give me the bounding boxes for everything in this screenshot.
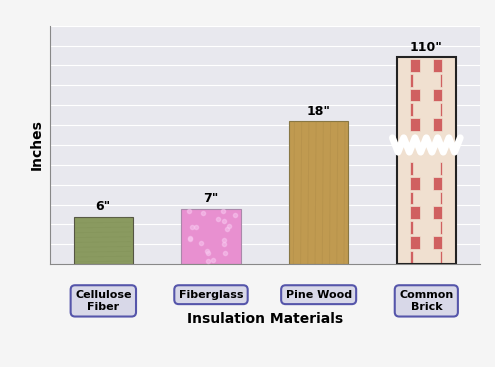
Text: 18": 18" (307, 105, 331, 118)
Bar (433, 177, 443, 190)
Bar (440, 251, 443, 263)
Text: 6": 6" (96, 200, 111, 213)
Text: Insulation Materials: Insulation Materials (187, 312, 343, 326)
Bar (74, 217, 133, 264)
Bar (433, 89, 443, 101)
Bar (410, 103, 413, 116)
Bar (181, 208, 241, 264)
Bar (433, 118, 443, 131)
Bar (440, 103, 443, 116)
Bar (440, 192, 443, 204)
Bar (440, 74, 443, 87)
Bar (410, 74, 413, 87)
Bar (410, 89, 420, 101)
Bar (440, 221, 443, 234)
Text: Common
Brick: Common Brick (399, 290, 453, 312)
Bar (433, 236, 443, 248)
Text: Cellulose
Fiber: Cellulose Fiber (75, 290, 132, 312)
Bar (410, 162, 413, 175)
Bar (410, 221, 413, 234)
Bar (410, 192, 413, 204)
Bar (433, 206, 443, 219)
Bar (396, 58, 456, 264)
Bar (410, 59, 420, 72)
Bar (410, 177, 420, 190)
Text: 110": 110" (410, 41, 443, 54)
Bar (410, 206, 420, 219)
Bar (440, 162, 443, 175)
Bar (410, 236, 420, 248)
Bar (410, 251, 413, 263)
Bar (433, 59, 443, 72)
Bar (396, 58, 456, 264)
Text: Fiberglass: Fiberglass (179, 290, 243, 300)
Y-axis label: Inches: Inches (30, 120, 44, 170)
Bar (410, 118, 420, 131)
Text: Pine Wood: Pine Wood (286, 290, 352, 300)
Bar (289, 121, 348, 264)
Text: 7": 7" (203, 192, 219, 206)
